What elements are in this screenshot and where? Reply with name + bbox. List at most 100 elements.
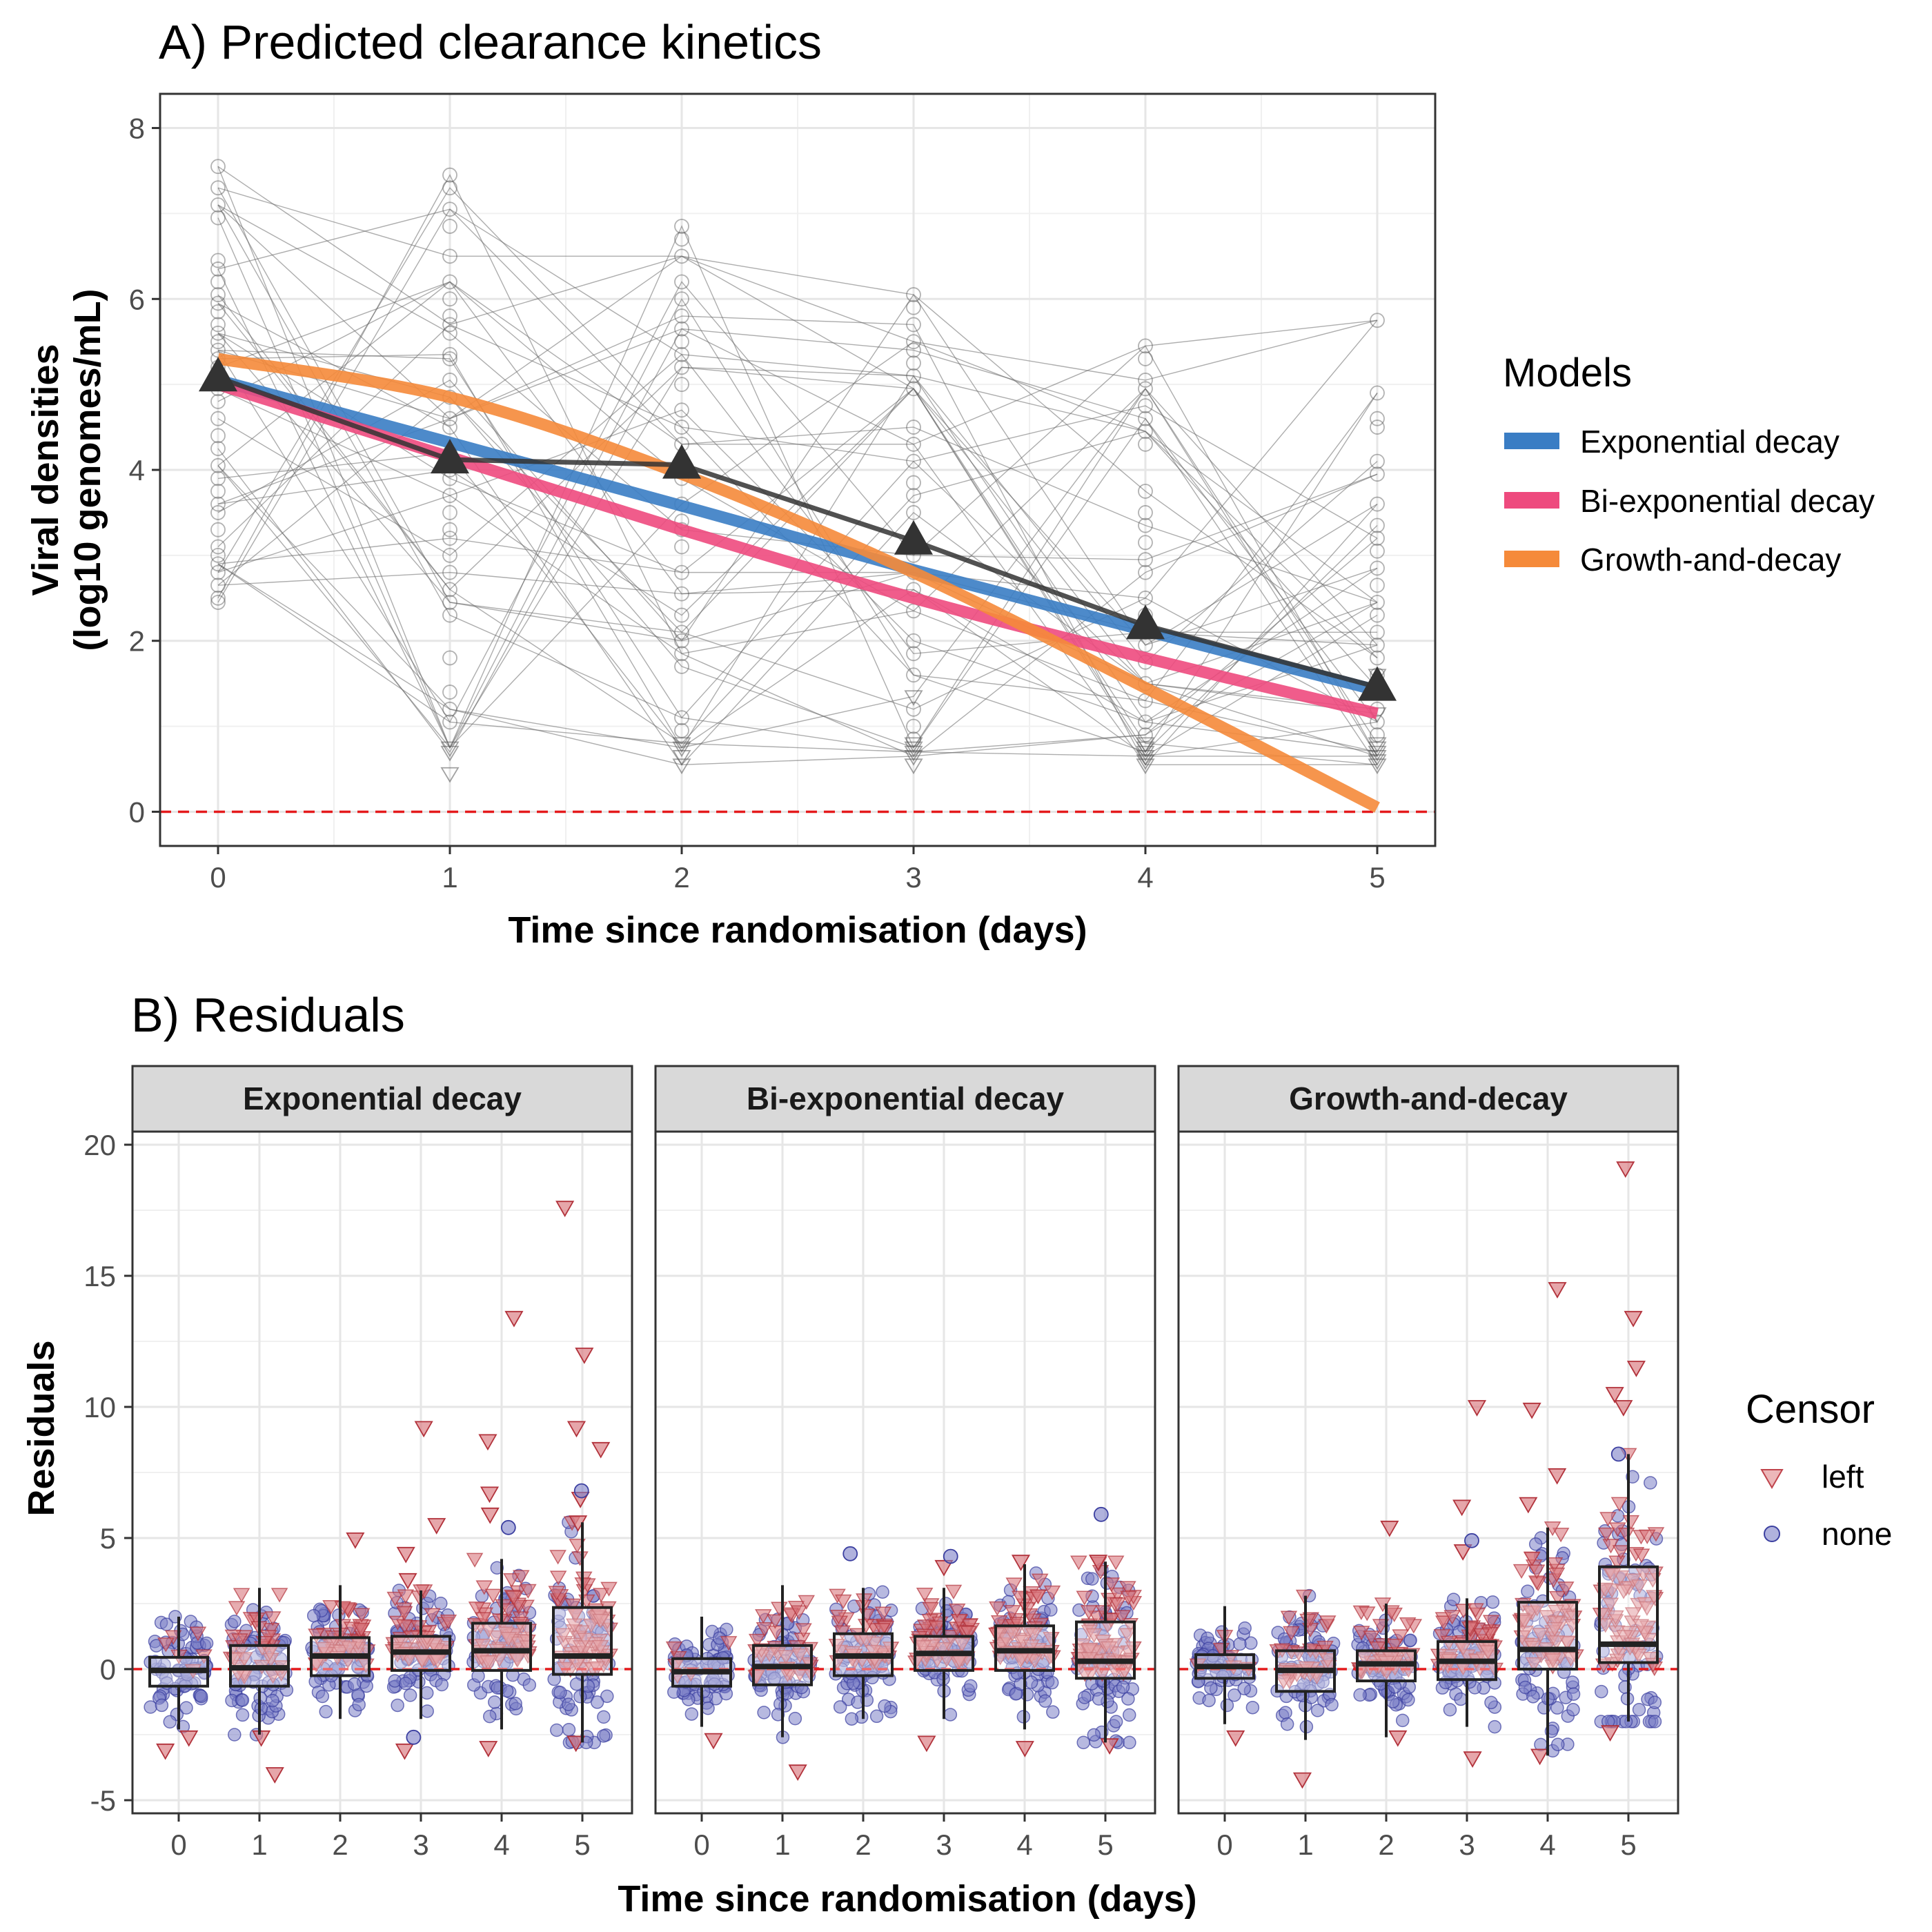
residual-point-left — [395, 1606, 413, 1621]
residual-point-none — [306, 1608, 321, 1623]
residual-point-none — [1353, 1688, 1367, 1702]
residual-point-left — [1109, 1597, 1127, 1613]
observation-point — [210, 428, 226, 444]
individual-trajectory — [217, 204, 1378, 757]
censored-observation-point — [672, 741, 691, 758]
residual-point-left — [231, 1633, 248, 1648]
residual-point-left — [577, 1633, 594, 1648]
observation-point — [906, 299, 921, 315]
residual-point-left — [916, 1588, 934, 1603]
panel-a-title: A) Predicted clearance kinetics — [159, 15, 822, 69]
residual-point-left — [945, 1584, 963, 1600]
residual-point-left — [549, 1570, 567, 1586]
residual-point-left — [1114, 1610, 1131, 1625]
observation-point — [210, 325, 226, 341]
residual-point-left — [1076, 1590, 1094, 1606]
residual-point-left — [1004, 1605, 1021, 1620]
observation-point — [1138, 505, 1153, 520]
residual-point-none — [391, 1698, 404, 1713]
residual-point-left — [1103, 1613, 1120, 1628]
residual-point-none — [1202, 1693, 1216, 1708]
observation-point — [442, 411, 457, 426]
panel-a-y-tick-label: 4 — [129, 454, 145, 486]
observation-point — [210, 317, 226, 333]
individual-trajectory — [217, 354, 1378, 753]
observation-point — [674, 658, 689, 674]
residual-point-none — [590, 1695, 604, 1709]
panel-a: A) Predicted clearance kinetics 0 2 4 6 8 0 1… — [25, 15, 1875, 951]
observation-point — [442, 582, 457, 598]
residual-point-left — [948, 1604, 966, 1619]
residual-point-none — [869, 1709, 884, 1724]
observation-point — [674, 359, 689, 375]
observation-point — [1370, 543, 1385, 559]
observation-point — [442, 201, 457, 217]
residual-point-left — [928, 1620, 945, 1635]
residual-point-left — [1399, 1617, 1417, 1633]
censored-observation-point — [1136, 758, 1155, 775]
residual-point-none — [878, 1699, 891, 1713]
residual-point-none — [352, 1697, 366, 1712]
censor-legend: Censor left none — [1746, 1387, 1892, 1552]
residual-point-left — [475, 1580, 493, 1595]
facet-growth-and-decay: Growth-and-decay 0 1 2 3 4 5 — [1177, 1065, 1679, 1861]
panel-b-y-tick-label: 20 — [83, 1129, 116, 1161]
panel-a-x-tick-label: 0 — [210, 861, 226, 894]
individual-trajectory — [217, 217, 1378, 753]
censored-observation-point — [1136, 750, 1155, 766]
observation-point — [210, 457, 226, 473]
observation-point — [442, 564, 457, 580]
facet-x-tick-label: 3 — [1459, 1828, 1475, 1861]
residual-point-none — [1238, 1621, 1252, 1635]
residual-point-none — [1087, 1728, 1101, 1742]
residual-point-left — [1108, 1646, 1126, 1662]
residual-point-left — [1100, 1641, 1118, 1656]
observation-point — [674, 377, 689, 393]
observation-point — [1370, 560, 1385, 576]
individual-trajectory — [217, 349, 1378, 719]
residual-outlier-left — [575, 1348, 594, 1364]
residual-outlier-left — [179, 1730, 199, 1747]
residual-point-none — [943, 1708, 958, 1722]
residual-point-none — [315, 1689, 330, 1704]
observation-point — [1370, 714, 1385, 730]
censored-observation-point — [1368, 741, 1387, 758]
residual-point-none — [1566, 1703, 1580, 1717]
censored-observation-point — [1368, 737, 1387, 753]
residual-point-none — [522, 1678, 537, 1692]
observation-point — [906, 633, 921, 649]
panel-a-x-tick-label: 3 — [905, 861, 921, 894]
residual-point-left — [788, 1640, 806, 1655]
residual-point-none — [1403, 1633, 1417, 1647]
residual-outlier-none — [406, 1729, 422, 1745]
individual-trajectory — [217, 166, 1378, 646]
residual-point-none — [1076, 1735, 1090, 1750]
observation-point — [210, 595, 226, 610]
facet-strip-label: Growth-and-decay — [1289, 1081, 1568, 1116]
observed-mean-path — [217, 375, 1378, 689]
residual-point-none — [569, 1677, 584, 1691]
residual-point-left — [474, 1638, 492, 1654]
observation-point — [674, 334, 689, 350]
legend-key-bi-exponential — [1504, 492, 1559, 509]
residual-point-left — [1005, 1577, 1023, 1593]
residual-outlier-left — [398, 1573, 417, 1590]
observation-point — [674, 274, 689, 290]
residual-point-none — [833, 1700, 847, 1714]
residual-point-none — [1401, 1693, 1415, 1707]
residual-outlier-left — [1015, 1741, 1034, 1757]
residual-outlier-left — [1088, 1555, 1108, 1572]
panel-b-y-ticks: -5 0 5 10 15 20 — [83, 1129, 132, 1817]
observation-point — [1370, 496, 1385, 512]
residual-point-left — [1283, 1626, 1300, 1642]
censored-observation-point — [1136, 737, 1155, 753]
residual-outlier-none — [1610, 1446, 1626, 1462]
residual-point-none — [684, 1707, 699, 1721]
observation-point — [1138, 351, 1153, 366]
residual-point-left — [934, 1642, 952, 1657]
legend-label-bi-exponential: Bi-exponential decay — [1580, 483, 1875, 519]
individual-trajectory — [217, 187, 1378, 710]
observation-point — [1370, 578, 1385, 593]
facet-x-tick-label: 5 — [1620, 1828, 1636, 1861]
